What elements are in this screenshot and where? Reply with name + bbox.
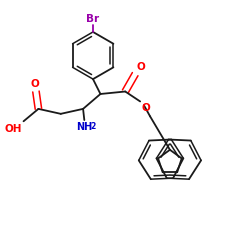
Text: O: O [30,79,39,89]
Text: Br: Br [86,14,100,24]
Text: O: O [136,62,145,72]
Text: NH: NH [76,122,92,132]
Text: 2: 2 [90,122,96,130]
Text: OH: OH [5,124,22,134]
Text: O: O [142,103,150,113]
